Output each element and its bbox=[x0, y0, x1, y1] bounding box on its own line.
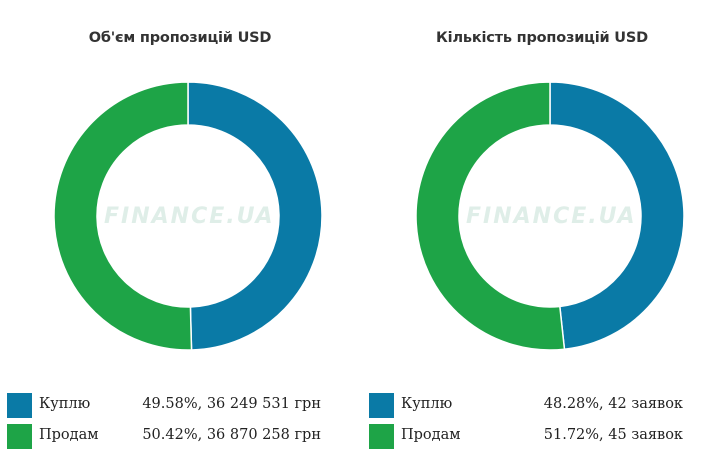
chart-panel-volume: Об'єм пропозицій USD FINANCE.UA Куплю 49… bbox=[7, 30, 357, 449]
legend-item-buy: Куплю 49.58%, 36 249 531 грн bbox=[7, 393, 357, 418]
legend-swatch-buy bbox=[369, 393, 394, 418]
legend-value: 51.72%, 45 заявок bbox=[543, 427, 683, 443]
legend-value: 50.42%, 36 870 258 грн bbox=[142, 427, 321, 443]
legend-item-sell: Продам 50.42%, 36 870 258 грн bbox=[7, 424, 357, 449]
watermark-logo: FINANCE.UA bbox=[466, 204, 637, 229]
chart-panel-count: Кількість пропозицій USD FINANCE.UA Купл… bbox=[362, 0, 720, 463]
legend-swatch-sell bbox=[7, 424, 32, 449]
legend-label: Куплю bbox=[401, 396, 453, 412]
legend-label: Куплю bbox=[39, 396, 91, 412]
slice-sell[interactable] bbox=[53, 81, 193, 351]
watermark-logo: FINANCE.UA bbox=[104, 204, 275, 229]
legend-item-buy: Куплю 48.28%, 42 заявок bbox=[369, 393, 719, 418]
chart-title: Кількість пропозицій USD bbox=[436, 30, 648, 46]
legend-value: 48.28%, 42 заявок bbox=[543, 396, 683, 412]
legend-swatch-sell bbox=[369, 424, 394, 449]
donut-chart-volume bbox=[53, 81, 323, 351]
legend-label: Продам bbox=[39, 427, 99, 443]
slice-sell[interactable] bbox=[415, 81, 566, 351]
legend-label: Продам bbox=[401, 427, 461, 443]
donut-chart-count bbox=[415, 81, 685, 351]
slice-buy[interactable] bbox=[187, 81, 323, 351]
slice-buy[interactable] bbox=[549, 81, 685, 351]
legend-item-sell: Продам 51.72%, 45 заявок bbox=[369, 424, 719, 449]
chart-title: Об'єм пропозицій USD bbox=[88, 30, 272, 46]
legend-swatch-buy bbox=[7, 393, 32, 418]
legend-value: 49.58%, 36 249 531 грн bbox=[142, 396, 321, 412]
